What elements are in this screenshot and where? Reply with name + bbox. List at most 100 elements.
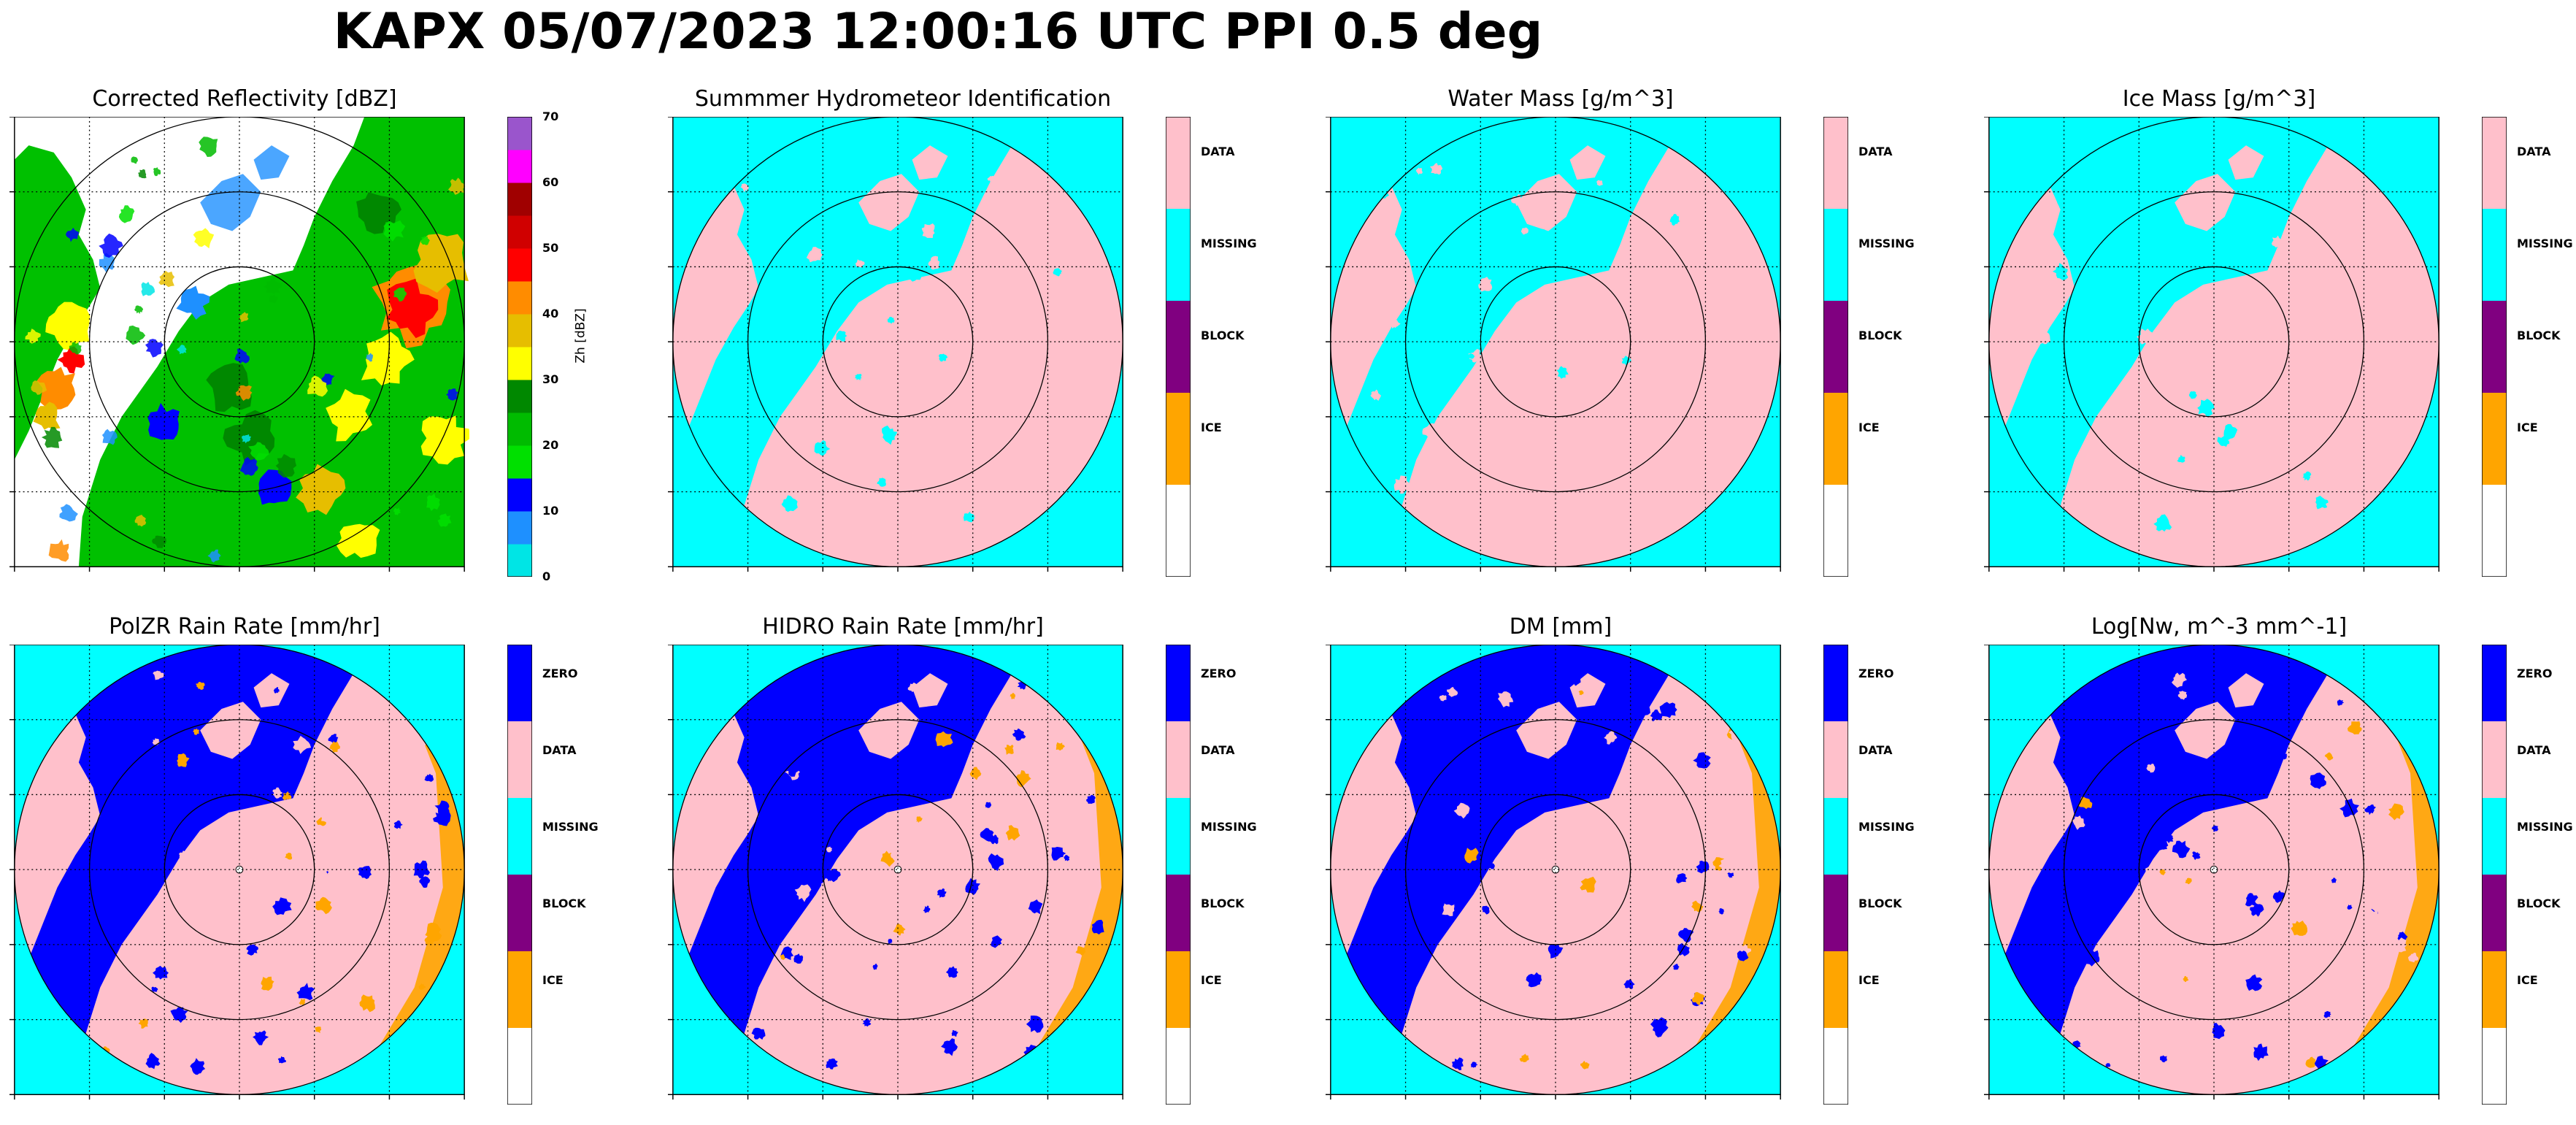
hydrometeor-id-colorbar-category-label: MISSING xyxy=(1201,236,1257,250)
reflectivity-colorbar-swatch xyxy=(507,380,532,413)
log-nw-colorbar-swatch xyxy=(2482,721,2507,799)
reflectivity-colorbar-swatch xyxy=(507,248,532,282)
dm-colorbar-category-label: DATA xyxy=(1858,742,1893,757)
log-nw-colorbar-swatch xyxy=(2482,875,2507,952)
dm-colorbar-swatch xyxy=(1823,721,1848,799)
hidro-rain-rate-colorbar-category-label: BLOCK xyxy=(1201,896,1245,910)
dm-plot xyxy=(1326,645,1781,1100)
reflectivity-colorbar-tick-label: 70 xyxy=(542,110,559,123)
ice-mass-frame xyxy=(1988,117,2439,568)
water-mass-frame xyxy=(1330,117,1781,568)
dm-ticks xyxy=(1326,645,1781,1100)
ice-mass-panel: Ice Mass [g/m^3] DATA MISSING BLOCK ICE xyxy=(1984,86,2576,597)
water-mass-plot xyxy=(1326,117,1781,572)
reflectivity-frame xyxy=(14,117,465,568)
polzr-rain-rate-colorbar-swatch xyxy=(507,721,532,799)
polzr-rain-rate-colorbar-swatch xyxy=(507,951,532,1029)
reflectivity-colorbar-tick-label: 50 xyxy=(542,241,559,255)
polzr-rain-rate-ticks xyxy=(9,645,465,1100)
reflectivity-colorbar-swatch xyxy=(507,150,532,183)
water-mass-title: Water Mass [g/m^3] xyxy=(1447,86,1674,112)
reflectivity-colorbar-tick-label: 10 xyxy=(542,504,559,518)
reflectivity-title: Corrected Reflectivity [dBZ] xyxy=(92,86,397,112)
polzr-rain-rate-title: PolZR Rain Rate [mm/hr] xyxy=(109,614,380,640)
water-mass-colorbar-swatch xyxy=(1823,301,1848,393)
log-nw-colorbar-category-label: DATA xyxy=(2517,742,2551,757)
ice-mass-colorbar-swatch xyxy=(2482,117,2507,210)
log-nw-frame xyxy=(1988,645,2439,1096)
log-nw-colorbar-swatch xyxy=(2482,645,2507,722)
polzr-rain-rate-colorbar-category-label: ICE xyxy=(542,972,564,987)
ice-mass-colorbar-swatch xyxy=(2482,485,2507,577)
log-nw-colorbar-swatch xyxy=(2482,951,2507,1029)
reflectivity-colorbar-swatch xyxy=(507,544,532,577)
water-mass-ticks xyxy=(1326,117,1781,572)
reflectivity-colorbar-swatch xyxy=(507,314,532,348)
log-nw-colorbar-category-label: ZERO xyxy=(2517,666,2553,680)
polzr-rain-rate-frame xyxy=(14,645,465,1096)
polzr-rain-rate-colorbar-swatch xyxy=(507,798,532,875)
reflectivity-colorbar-tick-label: 30 xyxy=(542,372,559,386)
hidro-rain-rate-colorbar-swatch xyxy=(1166,875,1191,952)
hidro-rain-rate-frame xyxy=(672,645,1123,1096)
dm-colorbar xyxy=(1823,645,1848,1105)
hidro-rain-rate-colorbar-category-label: MISSING xyxy=(1201,819,1257,834)
dm-panel: DM [mm] ZERO DATA MISSING BLOCK ICE xyxy=(1326,614,1988,1125)
hidro-rain-rate-title: HIDRO Rain Rate [mm/hr] xyxy=(762,614,1044,640)
polzr-rain-rate-colorbar-category-label: MISSING xyxy=(542,819,599,834)
hidro-rain-rate-colorbar-category-label: ZERO xyxy=(1201,666,1237,680)
water-mass-colorbar-swatch xyxy=(1823,117,1848,210)
water-mass-panel: Water Mass [g/m^3] DATA MISSING BLOCK ICE xyxy=(1326,86,1988,597)
hydrometeor-id-title: Summmer Hydrometeor Identification xyxy=(694,86,1112,112)
hidro-rain-rate-colorbar-swatch xyxy=(1166,1028,1191,1105)
water-mass-colorbar-swatch xyxy=(1823,485,1848,577)
log-nw-colorbar xyxy=(2482,645,2507,1105)
dm-colorbar-swatch xyxy=(1823,951,1848,1029)
reflectivity-plot xyxy=(9,117,469,572)
reflectivity-panel: Corrected Reflectivity [dBZ] 0 10 20 30 40 50 6… xyxy=(9,86,672,597)
dm-colorbar-category-label: BLOCK xyxy=(1858,896,1902,910)
dm-frame xyxy=(1330,645,1781,1096)
hidro-rain-rate-colorbar-category-label: ICE xyxy=(1201,972,1222,987)
polzr-rain-rate-plot xyxy=(9,645,465,1100)
log-nw-colorbar-category-label: ICE xyxy=(2517,972,2538,987)
log-nw-panel: Log[Nw, m^-3 mm^-1] ZERO DATA MISSING BLOCK I… xyxy=(1984,614,2576,1125)
hydrometeor-id-colorbar-swatch xyxy=(1166,393,1191,485)
polzr-rain-rate-colorbar xyxy=(507,645,532,1105)
reflectivity-colorbar-swatch xyxy=(507,478,532,512)
dm-colorbar-swatch xyxy=(1823,798,1848,875)
dm-colorbar-swatch xyxy=(1823,645,1848,722)
polzr-rain-rate-colorbar-category-label: DATA xyxy=(542,742,577,757)
log-nw-colorbar-category-label: BLOCK xyxy=(2517,896,2561,910)
dm-title: DM [mm] xyxy=(1509,614,1612,640)
hidro-rain-rate-plot xyxy=(668,645,1123,1100)
reflectivity-colorbar xyxy=(507,117,532,577)
log-nw-colorbar-category-label: MISSING xyxy=(2517,819,2573,834)
hidro-rain-rate-colorbar-swatch xyxy=(1166,645,1191,722)
hydrometeor-id-colorbar xyxy=(1166,117,1191,577)
ice-mass-colorbar-category-label: DATA xyxy=(2517,144,2551,158)
hidro-rain-rate-ticks xyxy=(668,645,1123,1100)
log-nw-ticks xyxy=(1984,645,2439,1100)
hidro-rain-rate-colorbar-swatch xyxy=(1166,798,1191,875)
ice-mass-ticks xyxy=(1984,117,2439,572)
reflectivity-ticks xyxy=(9,117,465,572)
water-mass-colorbar xyxy=(1823,117,1848,577)
ice-mass-colorbar-category-label: ICE xyxy=(2517,420,2538,434)
hidro-rain-rate-colorbar xyxy=(1166,645,1191,1105)
reflectivity-colorbar-tick-label: 20 xyxy=(542,438,559,452)
reflectivity-colorbar-tick-label: 40 xyxy=(542,307,559,320)
hydrometeor-id-colorbar-category-label: BLOCK xyxy=(1201,328,1245,342)
ice-mass-title: Ice Mass [g/m^3] xyxy=(2122,86,2316,112)
polzr-rain-rate-panel: PolZR Rain Rate [mm/hr] ZERO DATA MISSING BL… xyxy=(9,614,672,1125)
polzr-rain-rate-colorbar-category-label: BLOCK xyxy=(542,896,586,910)
dm-colorbar-category-label: ICE xyxy=(1858,972,1880,987)
reflectivity-colorbar-swatch xyxy=(507,281,532,315)
hydrometeor-id-panel: Summmer Hydrometeor Identification DATA MI… xyxy=(668,86,1330,597)
hydrometeor-id-colorbar-swatch xyxy=(1166,301,1191,393)
water-mass-colorbar-category-label: ICE xyxy=(1858,420,1880,434)
hydrometeor-id-colorbar-swatch xyxy=(1166,209,1191,302)
ice-mass-colorbar xyxy=(2482,117,2507,577)
ice-mass-colorbar-category-label: MISSING xyxy=(2517,236,2573,250)
log-nw-plot xyxy=(1984,645,2439,1100)
